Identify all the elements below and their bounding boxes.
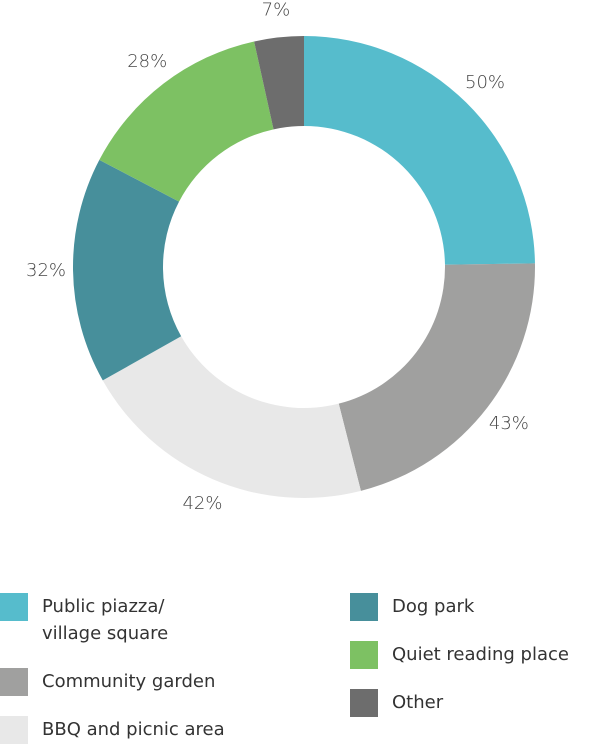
slice — [72, 159, 182, 381]
data-label: 28% — [127, 51, 167, 72]
slice — [99, 41, 274, 202]
legend-swatch — [0, 716, 28, 744]
data-label: 32% — [26, 260, 66, 281]
legend-swatch — [350, 641, 378, 669]
legend-item: Community garden — [0, 668, 242, 696]
legend-label: Quiet reading place — [392, 644, 569, 665]
slice — [254, 36, 304, 130]
chart: 50% 43% 42% 32% 28% 7% — [26, 0, 535, 514]
data-label: 43% — [489, 413, 529, 434]
legend-label: Other — [392, 692, 444, 713]
legend-item: BBQ and picnic area — [0, 716, 242, 744]
legend-label: Dog park — [392, 596, 475, 617]
data-label: 42% — [182, 493, 222, 514]
legend-swatch — [350, 593, 378, 621]
data-label: 7% — [262, 0, 291, 21]
legend-swatch — [0, 593, 28, 621]
legend-item: Dog park — [350, 593, 592, 621]
legend-item: Quiet reading place — [350, 641, 592, 669]
slice — [102, 336, 361, 499]
legend-item: Public piazza/ village square — [0, 593, 207, 647]
legend-swatch — [350, 689, 378, 717]
slice — [304, 36, 535, 265]
legend-label: BBQ and picnic area — [42, 719, 225, 740]
legend-item: Other — [350, 689, 592, 717]
legend-label: Community garden — [42, 671, 216, 692]
legend-label: Public piazza/ village square — [42, 596, 169, 644]
data-label: 50% — [465, 72, 505, 93]
legend-swatch — [0, 668, 28, 696]
slice — [338, 263, 535, 491]
